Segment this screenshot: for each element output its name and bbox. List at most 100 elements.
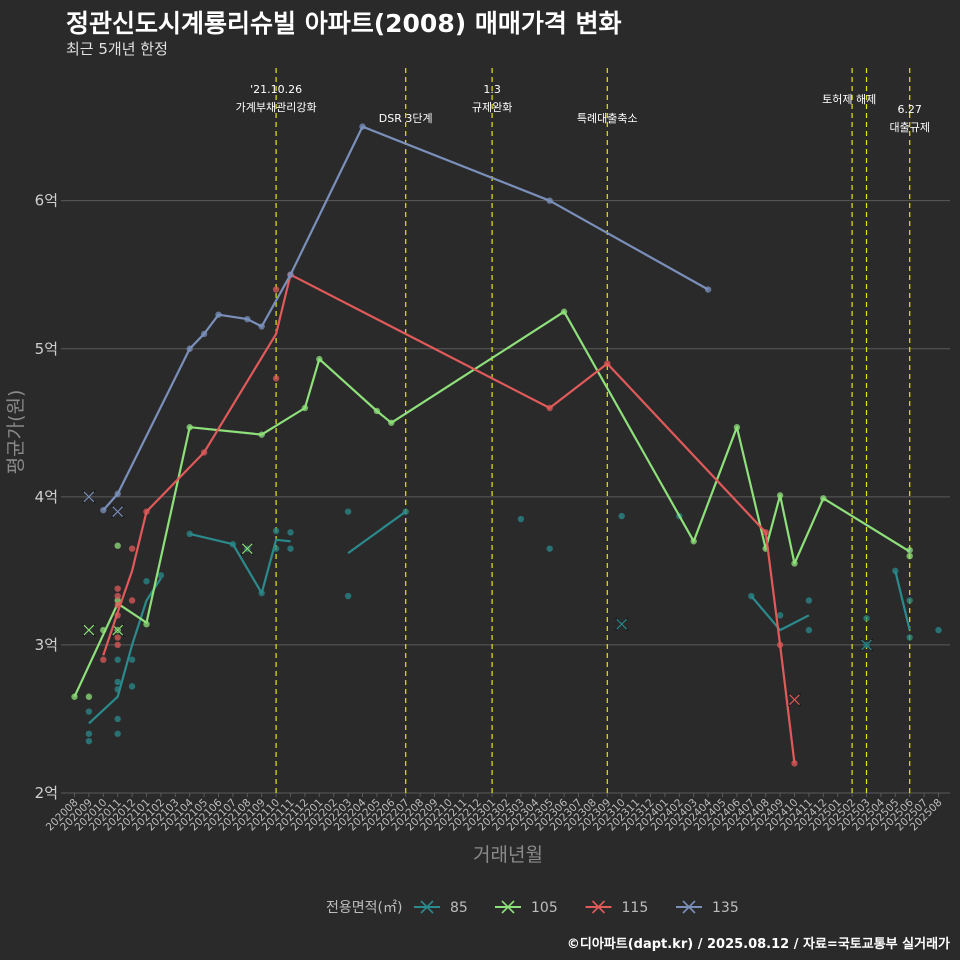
series-line-85	[894, 570, 911, 631]
data-point-85	[906, 634, 913, 641]
cross-stroke	[789, 694, 800, 706]
series-group	[71, 123, 942, 767]
data-point-105	[100, 626, 107, 634]
data-point-135	[114, 490, 121, 498]
data-point-115	[100, 656, 107, 663]
cross-stroke	[83, 491, 95, 503]
data-point-85	[517, 515, 525, 523]
cross-stroke	[112, 506, 124, 518]
data-point-85	[85, 708, 93, 715]
data-point-115	[114, 585, 121, 592]
cross-point-135	[82, 490, 96, 504]
data-point-105	[114, 542, 121, 549]
data-point-115	[143, 508, 150, 515]
data-point-135	[244, 315, 251, 323]
data-point-115	[114, 601, 121, 609]
data-point-105	[316, 355, 323, 363]
series-85	[85, 508, 942, 745]
legend-cross	[501, 900, 515, 914]
event-name-label: 대출규제	[889, 121, 929, 134]
data-point-115	[114, 592, 121, 600]
data-point-85	[114, 678, 121, 686]
series-135	[82, 123, 712, 519]
event-date-label: '21.10.26	[250, 83, 302, 96]
legend: 전용면적(㎡) 85 105 115 135	[326, 900, 739, 916]
data-point-85	[344, 508, 352, 515]
legend-cross	[682, 900, 696, 914]
data-point-85	[114, 715, 121, 723]
legend-label: 115	[622, 900, 649, 916]
data-point-105	[820, 495, 827, 502]
legend-cross	[591, 900, 606, 914]
legend-title: 전용면적(㎡)	[326, 900, 402, 916]
data-point-85	[114, 686, 121, 693]
data-point-135	[546, 197, 553, 204]
legend-item-115: 115	[585, 900, 649, 916]
y-tick-label: 6억	[35, 192, 58, 210]
series-line-115	[102, 273, 796, 764]
data-point-85	[805, 626, 813, 634]
data-point-135	[186, 345, 193, 352]
data-point-115	[791, 760, 798, 767]
data-point-115	[114, 641, 121, 649]
event-name-label: 토허제 해제	[822, 92, 876, 106]
data-point-105	[791, 560, 798, 567]
data-point-85	[402, 508, 409, 515]
data-point-105	[114, 597, 121, 604]
data-point-105	[143, 620, 150, 628]
data-point-85	[85, 730, 93, 737]
y-tick-label: 5억	[35, 340, 58, 358]
event-name-label: 가계부채관리강화	[236, 101, 317, 114]
cross-point-105	[82, 623, 96, 637]
legend-item-135: 135	[676, 900, 739, 916]
data-point-85	[618, 512, 625, 520]
data-point-135	[215, 311, 222, 318]
data-point-85	[114, 656, 121, 663]
legend-label: 135	[712, 900, 739, 916]
chart-subtitle: 최근 5개년 한정	[66, 40, 168, 58]
data-point-85	[114, 730, 121, 737]
data-point-115	[762, 529, 769, 536]
chart-title: 정관신도시계룡리슈빌 아파트(2008) 매매가격 변화	[66, 9, 622, 38]
data-point-135	[200, 330, 208, 338]
cross-stroke	[241, 543, 253, 555]
data-point-85	[287, 545, 294, 552]
legend-label: 85	[450, 900, 468, 916]
y-tick-label: 4억	[35, 488, 58, 506]
data-point-85	[546, 545, 553, 552]
data-point-85	[776, 612, 784, 619]
data-point-105	[776, 492, 784, 499]
cross-point-85	[859, 638, 874, 652]
series-line-85	[189, 532, 291, 595]
data-point-105	[733, 424, 741, 431]
series-line-85	[750, 595, 810, 632]
axes: 거래년월 평균가(원) 2억3억4억5억6억202008202009202010…	[5, 192, 945, 866]
series-line-85	[88, 577, 162, 725]
legend-label: 105	[531, 900, 558, 916]
data-point-105	[388, 419, 395, 426]
event-name-label: 특례대출축소	[577, 112, 638, 125]
source-caption: ©디아파트(dapt.kr) / 2025.08.12 / 자료=국토교통부 실…	[566, 937, 950, 952]
legend-cross	[420, 900, 434, 914]
series-115	[100, 271, 802, 767]
data-point-85	[892, 567, 899, 575]
data-point-85	[143, 578, 150, 585]
data-point-115	[604, 360, 611, 367]
data-point-105	[690, 538, 697, 545]
data-point-115	[128, 545, 136, 552]
event-name-label: 규제완화	[472, 101, 512, 114]
data-point-85	[272, 545, 280, 552]
data-point-105	[906, 552, 913, 560]
data-point-85	[128, 656, 136, 663]
y-axis-label: 평균가(원)	[5, 390, 27, 475]
data-point-85	[287, 529, 294, 536]
event-date-label: 6.27	[897, 103, 922, 116]
cross-stroke	[861, 639, 872, 651]
data-point-85	[157, 572, 165, 579]
data-point-105	[71, 693, 78, 700]
data-point-85	[128, 683, 136, 690]
data-point-85	[935, 626, 942, 634]
cross-point-105	[240, 542, 254, 556]
legend-item-105: 105	[495, 900, 558, 916]
